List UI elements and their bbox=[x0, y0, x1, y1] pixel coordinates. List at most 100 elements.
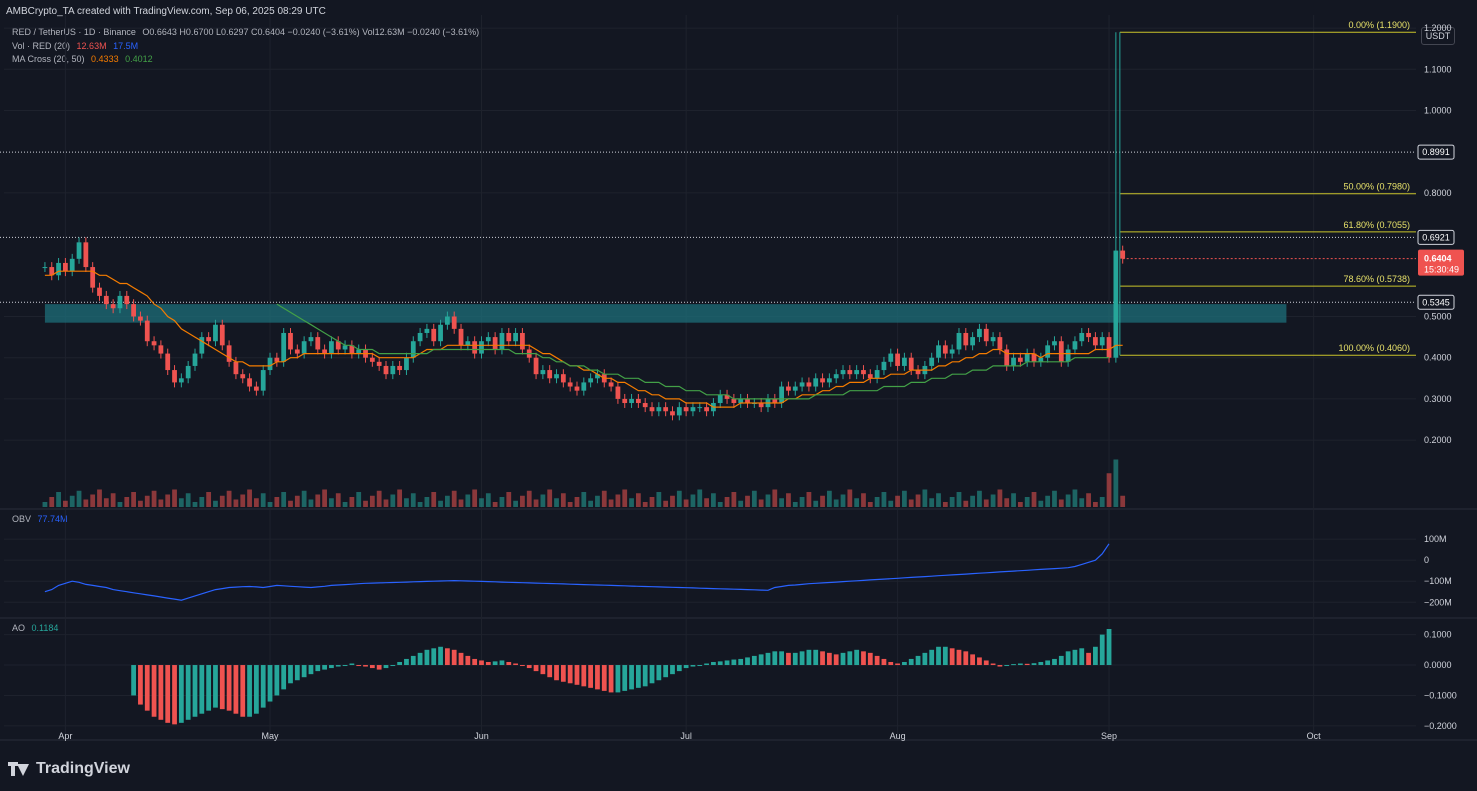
ao-bar bbox=[526, 665, 532, 669]
currency-button[interactable]: USDT bbox=[1421, 27, 1455, 45]
ao-bar bbox=[390, 665, 396, 667]
fib-level-label: 78.60% (0.5738) bbox=[1343, 274, 1410, 284]
ao-bar bbox=[697, 665, 703, 667]
volume-bar bbox=[492, 502, 498, 507]
candle-body bbox=[990, 337, 996, 342]
candle-body bbox=[983, 328, 989, 342]
ao-bar bbox=[724, 660, 730, 666]
ao-bar bbox=[574, 665, 580, 685]
candle-body bbox=[1072, 341, 1078, 350]
candle-body bbox=[717, 394, 723, 404]
ao-legend[interactable]: AO 0.1184 bbox=[12, 623, 62, 633]
volume-bar bbox=[267, 502, 273, 507]
volume-bar bbox=[213, 500, 218, 507]
volume-bar bbox=[813, 500, 819, 507]
candle-body bbox=[936, 345, 941, 358]
ao-bar bbox=[465, 655, 471, 666]
volume-bar bbox=[404, 498, 409, 507]
volume-bar bbox=[301, 490, 307, 507]
candle-body bbox=[1052, 341, 1057, 346]
fib-level-label: 100.00% (0.4060) bbox=[1338, 343, 1410, 353]
obv-line bbox=[44, 543, 1110, 601]
volume-bar bbox=[902, 490, 907, 507]
ao-bar bbox=[335, 665, 341, 667]
volume-bar bbox=[963, 500, 969, 507]
candle-body bbox=[294, 349, 300, 354]
ma20-value: 0.4333 bbox=[91, 54, 119, 64]
brand-name: TradingView bbox=[36, 760, 130, 777]
candle-body bbox=[806, 382, 812, 387]
ao-bar bbox=[1017, 663, 1023, 666]
ao-bar bbox=[833, 654, 839, 666]
level-label-box bbox=[1417, 229, 1455, 245]
symbol-legend[interactable]: RED / TetherUS · 1D · Binance O0.6643 H0… bbox=[12, 27, 483, 37]
candle-body bbox=[1093, 337, 1098, 346]
volume-bar bbox=[915, 494, 921, 507]
candle-body bbox=[404, 357, 409, 371]
candle-body bbox=[881, 361, 887, 371]
ao-bar bbox=[444, 648, 450, 666]
time-axis-label: Sep bbox=[1101, 731, 1117, 741]
candle-body bbox=[172, 370, 177, 383]
ao-bar bbox=[329, 665, 334, 669]
candle-body bbox=[1120, 250, 1126, 259]
ao-bar bbox=[219, 665, 225, 710]
volume-legend[interactable]: Vol · RED (20) 12.63M 17.5M bbox=[12, 41, 142, 51]
ao-bar bbox=[1024, 663, 1030, 666]
obv-legend[interactable]: OBV 77.74M bbox=[12, 514, 72, 524]
volume-bar bbox=[745, 495, 750, 507]
volume-bar bbox=[786, 493, 791, 507]
volume-bar bbox=[288, 500, 293, 507]
ao-bar bbox=[1079, 648, 1085, 666]
candle-body bbox=[595, 374, 600, 379]
volume-bar bbox=[458, 499, 464, 507]
candle-body bbox=[417, 332, 423, 342]
volume-bar bbox=[356, 492, 362, 507]
volume-bar bbox=[63, 500, 68, 507]
ao-bar bbox=[1045, 660, 1051, 666]
candle-body bbox=[908, 357, 914, 371]
ma-cross-legend[interactable]: MA Cross (20, 50) 0.4333 0.4012 bbox=[12, 54, 157, 64]
volume-bar bbox=[888, 500, 894, 507]
volume-bar bbox=[294, 495, 300, 507]
volume-bar bbox=[410, 493, 416, 507]
ao-bar bbox=[451, 649, 457, 666]
ao-bar bbox=[758, 654, 764, 666]
candle-body bbox=[206, 337, 212, 342]
ao-bar bbox=[158, 665, 164, 720]
ao-bar bbox=[288, 665, 293, 684]
candle-body bbox=[240, 374, 246, 379]
ao-bar bbox=[131, 665, 136, 696]
volume-bar bbox=[76, 490, 82, 507]
candle-body bbox=[1024, 353, 1030, 362]
ao-bar bbox=[1011, 664, 1016, 666]
candle-body bbox=[588, 378, 594, 383]
ao-bar bbox=[629, 665, 634, 690]
candle-body bbox=[165, 353, 171, 371]
volume-bar bbox=[281, 492, 287, 507]
volume-bar bbox=[751, 490, 757, 507]
volume-bar bbox=[199, 497, 205, 507]
candle-body bbox=[281, 332, 287, 362]
ao-bar bbox=[813, 649, 819, 666]
candle-body bbox=[117, 295, 123, 309]
volume-bar bbox=[717, 502, 723, 507]
volume-bar bbox=[192, 502, 198, 507]
candle-body bbox=[185, 365, 191, 379]
volume-bar bbox=[676, 490, 682, 507]
volume-bar bbox=[758, 499, 764, 507]
ao-bar bbox=[751, 655, 757, 666]
candle-body bbox=[192, 353, 198, 366]
candle-body bbox=[342, 345, 348, 350]
candle-body bbox=[956, 332, 962, 350]
ao-bar bbox=[431, 648, 437, 666]
candle-body bbox=[76, 242, 82, 259]
ao-bar bbox=[506, 661, 512, 666]
volume-bar bbox=[431, 492, 437, 507]
obv-tick-label: −200M bbox=[1424, 597, 1452, 607]
ao-bar bbox=[1072, 649, 1078, 666]
ao-bar bbox=[690, 665, 696, 667]
volume-bar bbox=[226, 490, 232, 507]
ao-bar bbox=[622, 665, 628, 691]
